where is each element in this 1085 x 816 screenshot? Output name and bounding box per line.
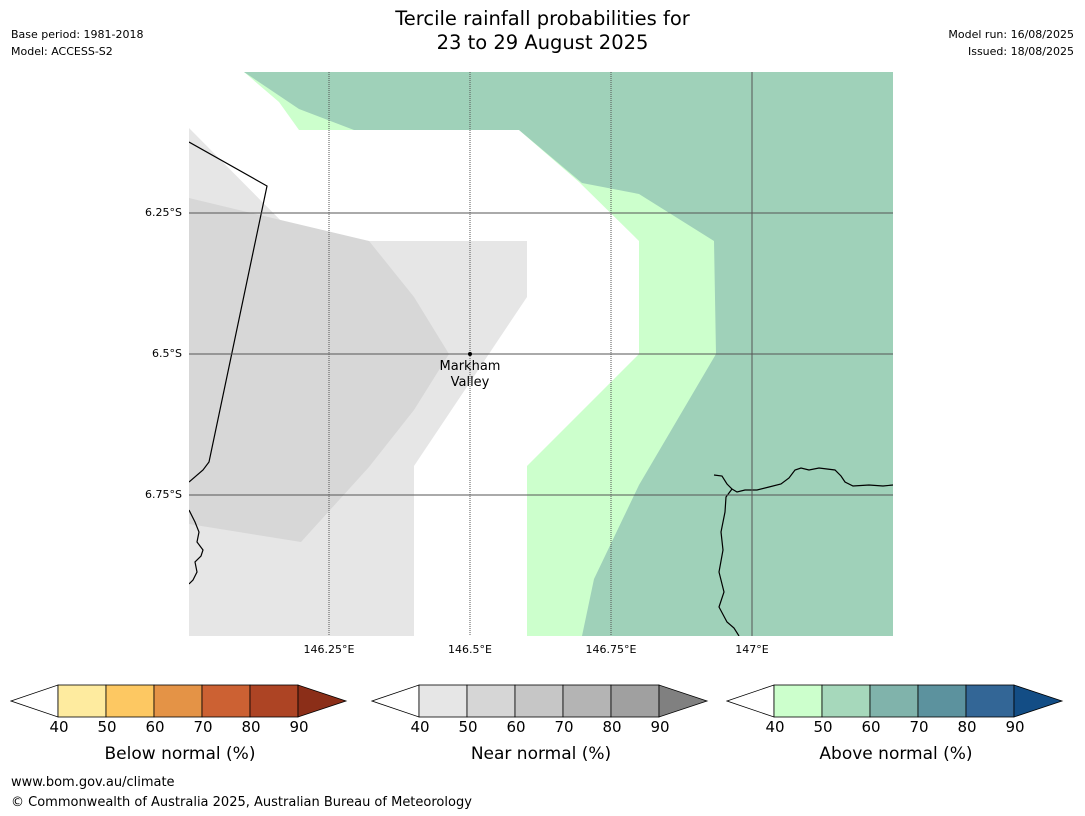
chart-title: Tercile rainfall probabilities for 23 to… — [0, 7, 1085, 55]
colorbar-segment-70 — [201, 684, 251, 718]
colorbar-extend-high — [297, 684, 348, 718]
base-period: Base period: 1981-2018 — [11, 28, 144, 41]
cb-above-tick-60: 60 — [861, 718, 881, 736]
cb-above-tick-90: 90 — [1005, 718, 1025, 736]
place-marker — [468, 352, 472, 356]
cb-near-tick-90: 90 — [650, 718, 670, 736]
colorbar-segment-50 — [105, 684, 155, 718]
place-label-line-1: Markham — [439, 359, 501, 374]
lon-label-147: 147°E — [735, 643, 769, 656]
colorbar-above-title: Above normal (%) — [819, 744, 973, 764]
map-area — [189, 72, 893, 636]
cb-below-tick-80: 80 — [241, 718, 261, 736]
footer-url: www.bom.gov.au/climate — [11, 775, 175, 790]
cb-above-tick-50: 50 — [813, 718, 833, 736]
near-normal-50-region — [189, 198, 449, 542]
coastline-west — [189, 509, 204, 585]
colorbar-segment-60 — [869, 684, 919, 718]
colorbar-segment-80 — [965, 684, 1015, 718]
lat-label-6-25: 6.25°S — [145, 206, 182, 219]
cb-below-tick-50: 50 — [97, 718, 117, 736]
meta-right: Model run: 16/08/2025 Issued: 18/08/2025 — [948, 26, 1074, 60]
lon-label-146-75: 146.75°E — [585, 643, 637, 656]
cb-below-tick-40: 40 — [49, 718, 69, 736]
cb-near-tick-40: 40 — [410, 718, 430, 736]
colorbar-segment-80 — [249, 684, 299, 718]
colorbar-segment-40 — [773, 684, 823, 718]
cb-below-tick-60: 60 — [145, 718, 165, 736]
colorbar-below-title: Below normal (%) — [104, 744, 256, 764]
colorbar-extend-low — [9, 684, 59, 718]
cb-near-tick-80: 80 — [602, 718, 622, 736]
colorbar-segment-70 — [562, 684, 612, 718]
colorbar-below-svg — [9, 684, 348, 718]
title-line-1: Tercile rainfall probabilities for — [395, 7, 690, 30]
cb-near-tick-50: 50 — [458, 718, 478, 736]
colorbar-segment-80 — [610, 684, 660, 718]
colorbar-segment-40 — [418, 684, 468, 718]
issued-date: Issued: 18/08/2025 — [967, 45, 1074, 58]
graticule — [189, 72, 893, 636]
cb-near-tick-60: 60 — [506, 718, 526, 736]
colorbar-segment-60 — [153, 684, 203, 718]
lon-label-146-25: 146.25°E — [303, 643, 355, 656]
coastline-border — [189, 141, 268, 483]
cb-below-tick-70: 70 — [193, 718, 213, 736]
colorbar-extend-low — [370, 684, 420, 718]
model-name: Model: ACCESS-S2 — [11, 45, 113, 58]
place-label: Markham Valley — [420, 359, 520, 391]
cb-above-tick-80: 80 — [957, 718, 977, 736]
colorbar-below — [9, 684, 350, 722]
colorbar-near — [370, 684, 711, 722]
coastline-east — [713, 467, 893, 493]
river-east — [718, 488, 740, 636]
colorbar-segment-60 — [514, 684, 564, 718]
colorbar-extend-high — [658, 684, 709, 718]
colorbar-segment-40 — [57, 684, 107, 718]
colorbar-extend-low — [725, 684, 775, 718]
cb-above-tick-40: 40 — [765, 718, 785, 736]
colorbar-above-svg — [725, 684, 1064, 718]
colorbar-segment-70 — [917, 684, 967, 718]
map-svg — [189, 72, 893, 636]
place-label-line-2: Valley — [450, 375, 490, 390]
colorbar-extend-high — [1013, 684, 1064, 718]
meta-left: Base period: 1981-2018 Model: ACCESS-S2 — [11, 26, 143, 60]
footer-copyright: © Commonwealth of Australia 2025, Austra… — [11, 795, 472, 810]
model-run: Model run: 16/08/2025 — [948, 28, 1074, 41]
colorbar-near-title: Near normal (%) — [470, 744, 612, 764]
colorbar-near-svg — [370, 684, 709, 718]
lon-label-146-5: 146.5°E — [448, 643, 492, 656]
colorbar-segment-50 — [466, 684, 516, 718]
lat-label-6-5: 6.5°S — [152, 347, 182, 360]
colorbar-segment-50 — [821, 684, 871, 718]
cb-near-tick-70: 70 — [554, 718, 574, 736]
cb-below-tick-90: 90 — [289, 718, 309, 736]
title-line-2: 23 to 29 August 2025 — [436, 31, 649, 54]
cb-above-tick-70: 70 — [909, 718, 929, 736]
lat-label-6-75: 6.75°S — [145, 488, 182, 501]
colorbar-above — [725, 684, 1066, 722]
